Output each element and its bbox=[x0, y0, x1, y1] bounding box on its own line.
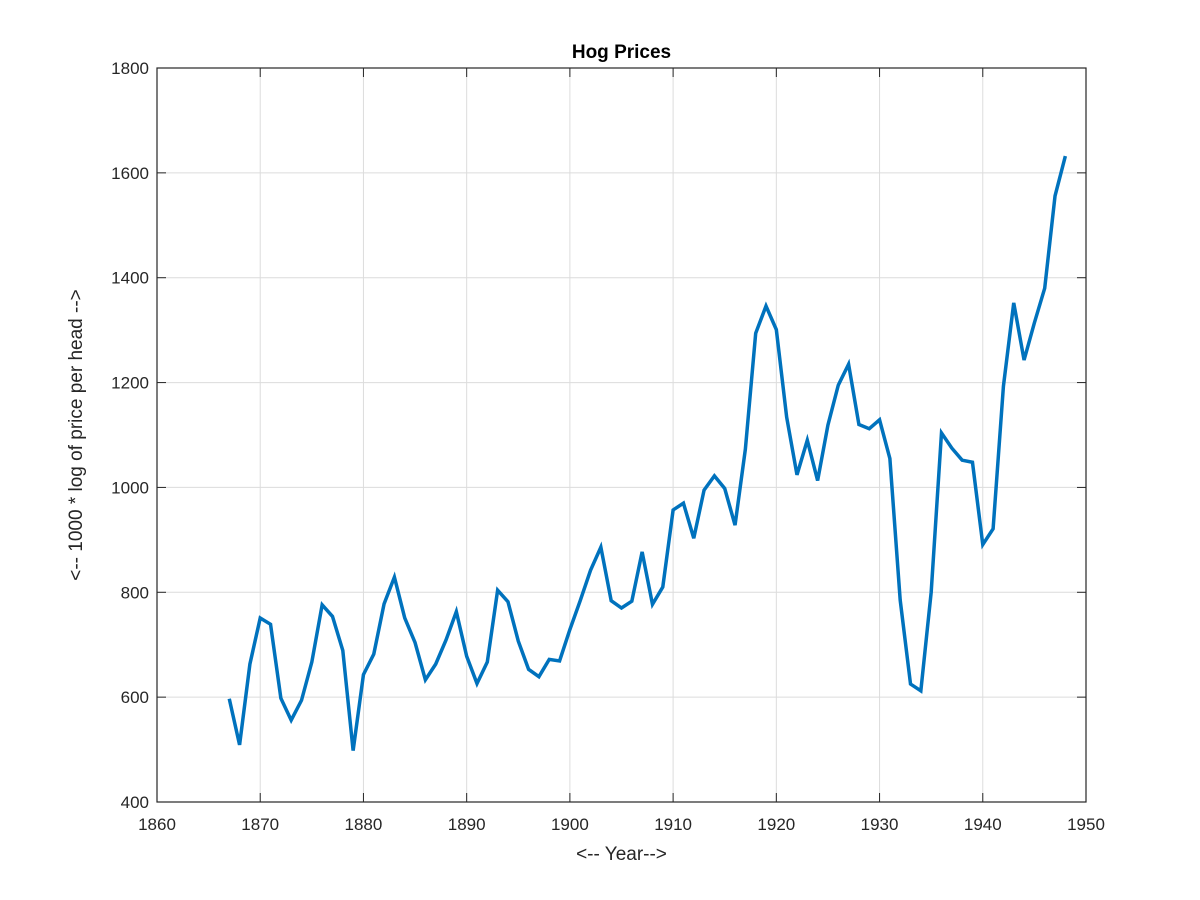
series-line bbox=[227, 155, 1068, 751]
y-tick-label: 1600 bbox=[111, 164, 149, 183]
x-tick-label: 1910 bbox=[654, 815, 692, 834]
x-tick-label: 1920 bbox=[757, 815, 795, 834]
y-tick-label: 1400 bbox=[111, 269, 149, 288]
y-tick-label: 600 bbox=[121, 688, 149, 707]
chart-title: Hog Prices bbox=[572, 42, 671, 63]
series-layer bbox=[227, 155, 1068, 751]
x-tick-label: 1930 bbox=[861, 815, 899, 834]
y-axis-title: <-- 1000 * log of price per head --> bbox=[66, 289, 87, 581]
x-tick-label: 1870 bbox=[241, 815, 279, 834]
y-tick-labels: 400 600 800 1000 1200 1400 1600 1800 bbox=[111, 59, 149, 812]
y-tick-label: 800 bbox=[121, 583, 149, 602]
y-tick-label: 400 bbox=[121, 793, 149, 812]
x-tick-label: 1890 bbox=[448, 815, 486, 834]
plot-area bbox=[157, 68, 1086, 802]
x-axis-title: <-- Year--> bbox=[576, 844, 667, 865]
y-tick-label: 1000 bbox=[111, 478, 149, 497]
x-tick-labels: 1860 1870 1880 1890 1900 1910 1920 1930 1940 1950 bbox=[138, 815, 1105, 834]
x-tick-label: 1940 bbox=[964, 815, 1002, 834]
y-tick-label: 1200 bbox=[111, 374, 149, 393]
x-tick-label: 1900 bbox=[551, 815, 589, 834]
x-tick-label: 1880 bbox=[345, 815, 383, 834]
y-tick-label: 1800 bbox=[111, 59, 149, 78]
plot-frame bbox=[156, 67, 1087, 803]
x-tick-label: 1860 bbox=[138, 815, 176, 834]
x-tick-label: 1950 bbox=[1067, 815, 1105, 834]
axis-ticks bbox=[156, 67, 1087, 803]
